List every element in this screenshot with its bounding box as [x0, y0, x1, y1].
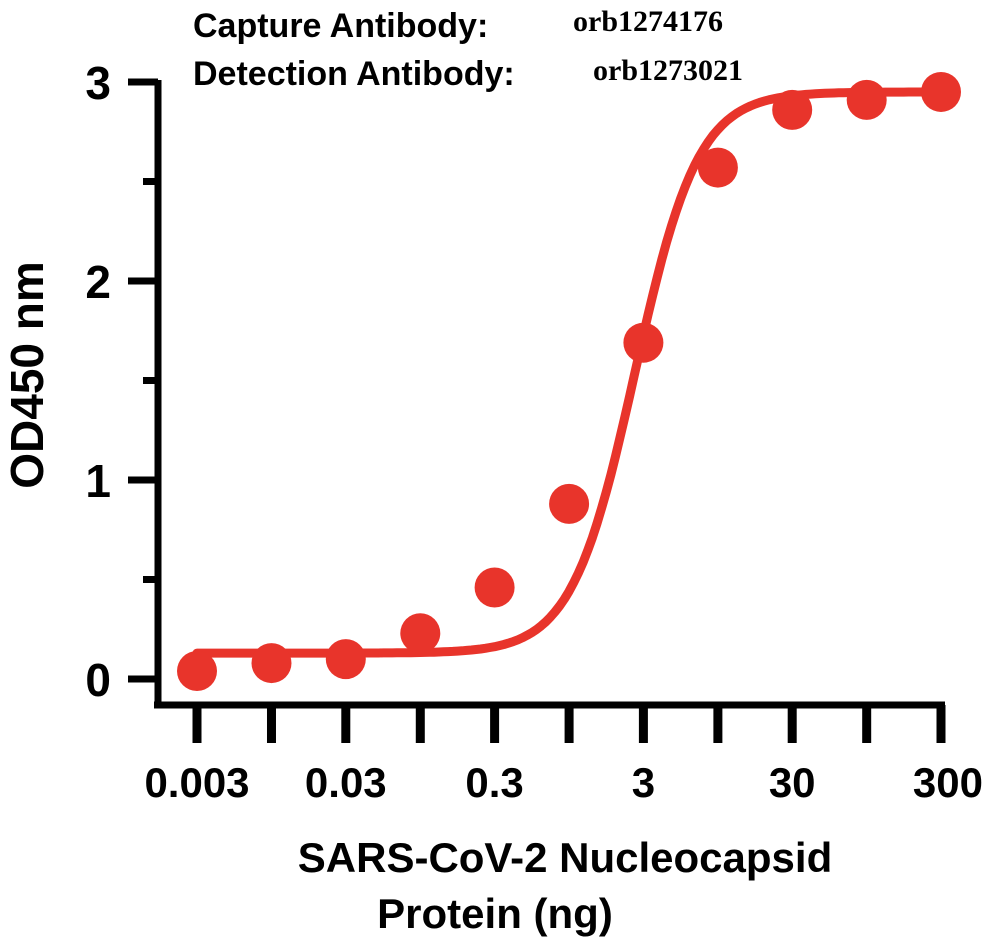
x-axis-title-line-2: Protein (ng)	[377, 890, 613, 937]
data-point	[549, 483, 590, 524]
x-tick-label: 0.3	[465, 759, 523, 806]
data-point	[623, 322, 664, 363]
data-point	[846, 79, 887, 120]
data-point	[251, 643, 292, 684]
data-point	[325, 639, 366, 680]
detection-antibody-id: orb1273021	[593, 54, 743, 87]
y-tick-label: 3	[85, 57, 111, 109]
y-axis-title: OD450 nm	[1, 261, 53, 489]
data-point	[772, 89, 813, 130]
data-point	[474, 567, 515, 608]
x-tick-label: 3	[632, 759, 655, 806]
x-tick-label: 300	[913, 759, 983, 806]
y-ticks: 0 1 2 3	[85, 57, 158, 706]
data-point	[400, 613, 441, 654]
series-line	[192, 87, 946, 658]
data-point	[697, 147, 738, 188]
capture-antibody-id: orb1274176	[573, 5, 723, 38]
data-points	[177, 71, 961, 692]
data-point	[177, 651, 217, 692]
x-axis-title-line-1: SARS-CoV-2 Nucleocapsid	[298, 834, 832, 881]
x-ticks: 0.003 0.03 0.3 3 30 300	[144, 705, 983, 806]
data-point	[921, 71, 961, 112]
capture-antibody-label: Capture Antibody:	[193, 7, 488, 45]
detection-antibody-label: Detection Antibody:	[193, 55, 515, 93]
y-tick-label: 1	[85, 455, 111, 507]
y-tick-label: 0	[85, 654, 111, 706]
x-tick-label: 30	[769, 759, 816, 806]
x-tick-label: 0.003	[144, 759, 249, 806]
y-tick-label: 2	[85, 256, 111, 308]
x-tick-label: 0.03	[305, 759, 387, 806]
